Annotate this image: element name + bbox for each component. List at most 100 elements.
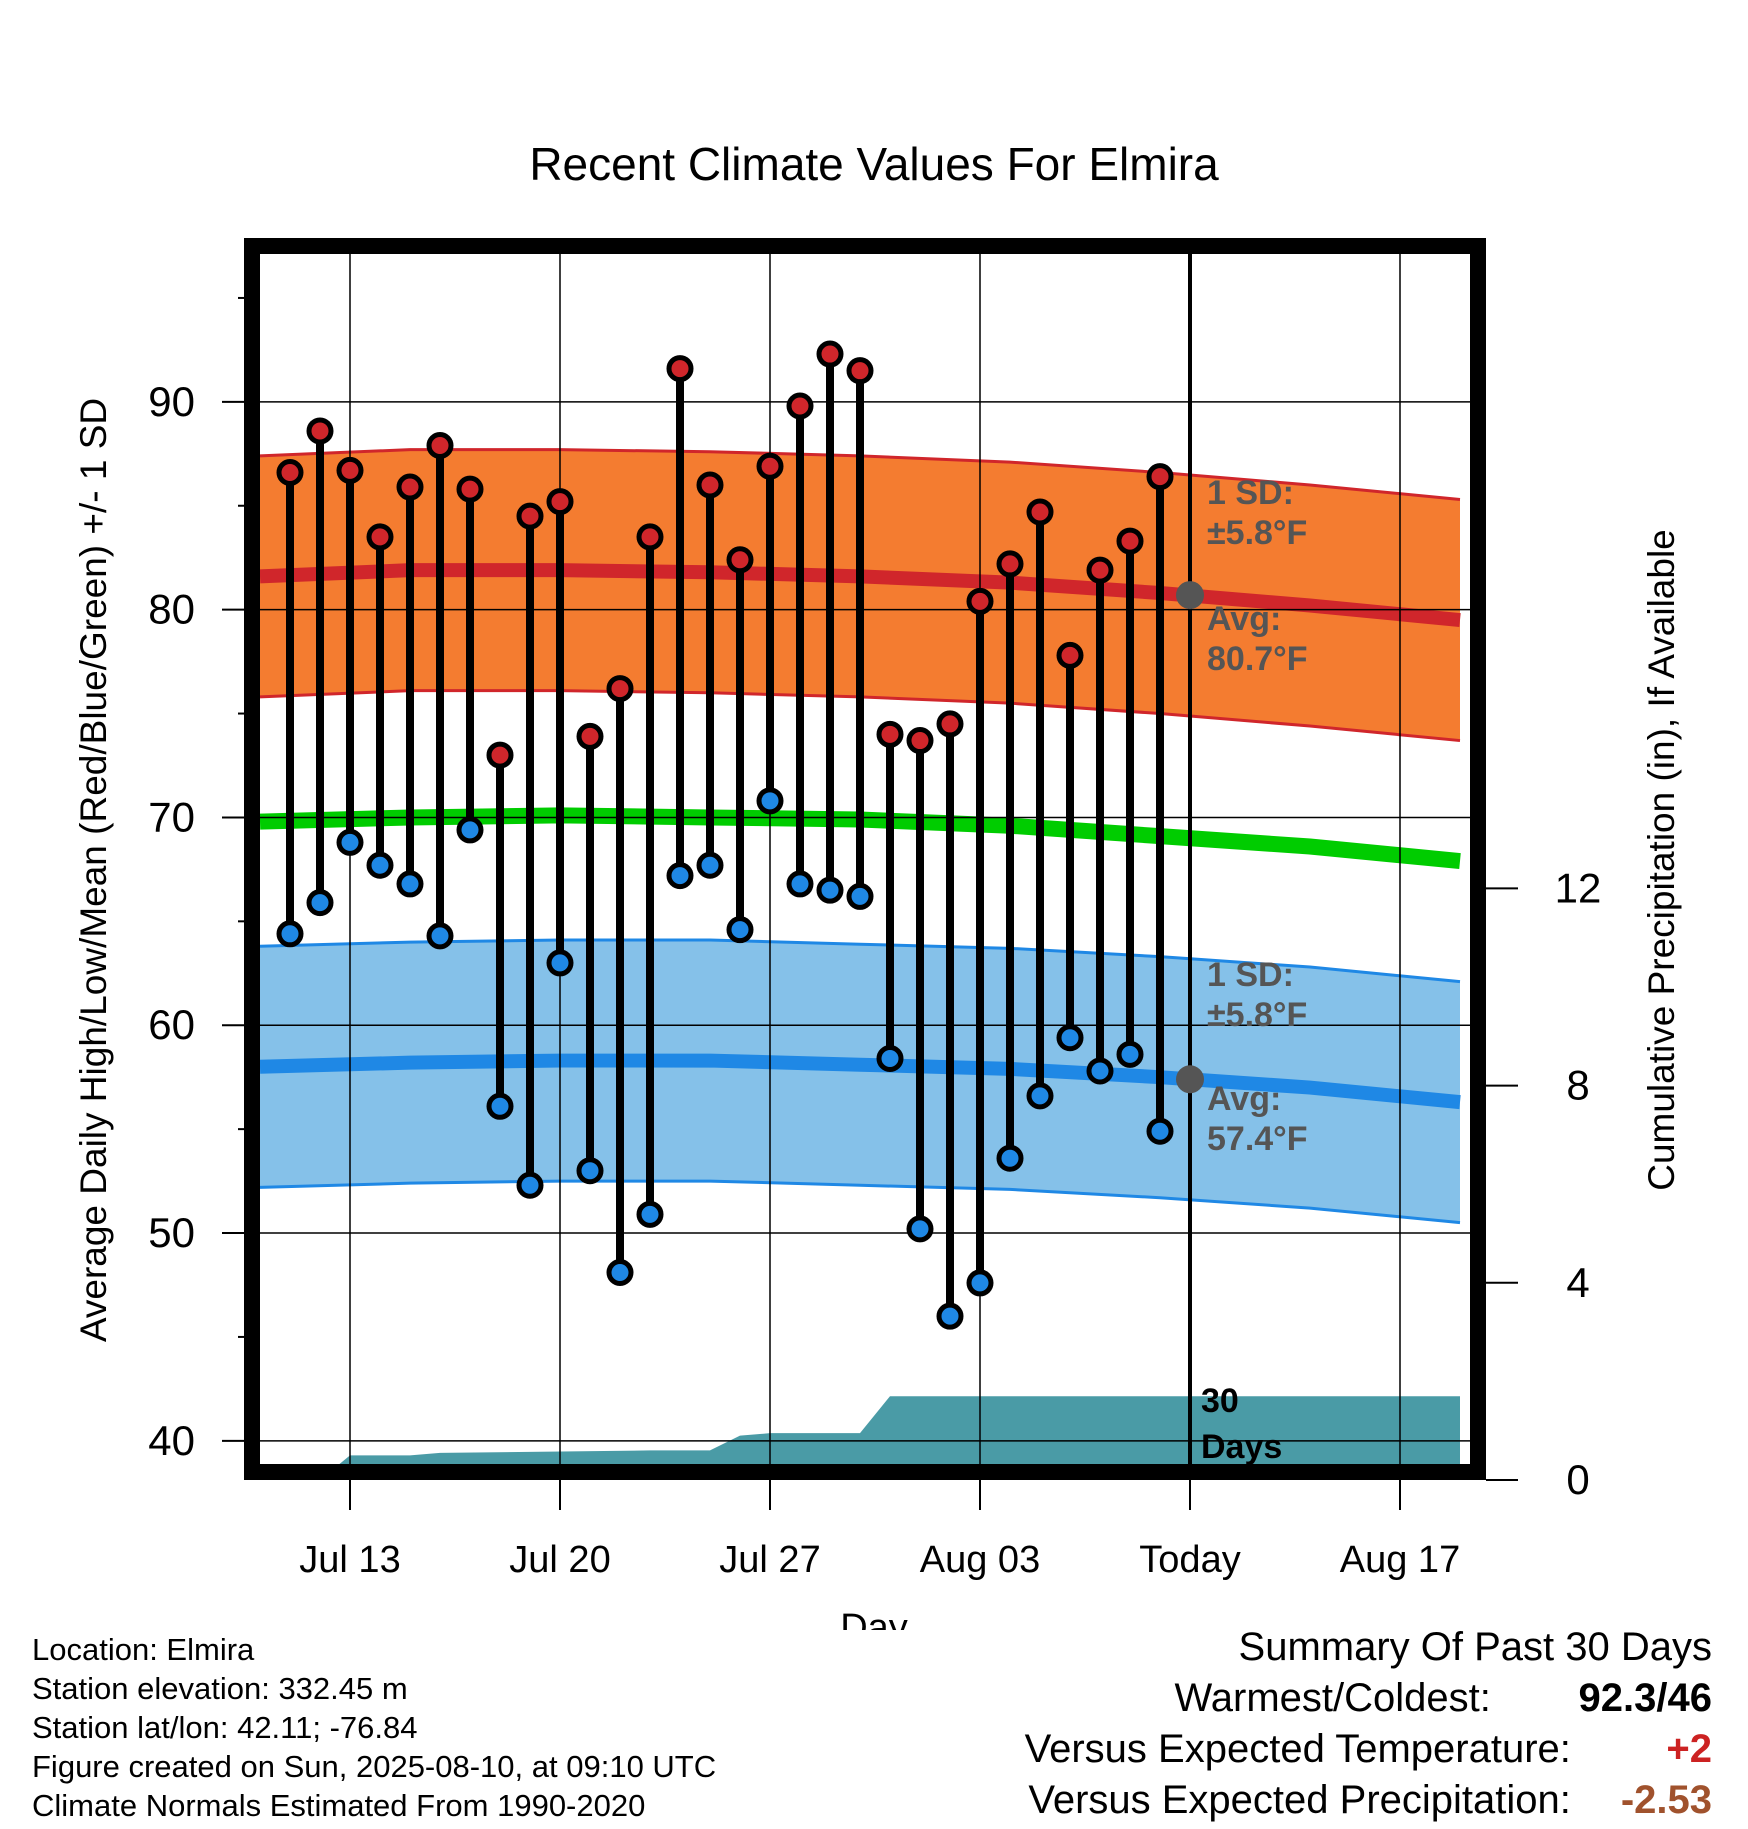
y-tick-label: 40 [148, 1417, 195, 1464]
high-point [456, 475, 484, 503]
high-point [906, 727, 934, 755]
y2-tick-label: 0 [1566, 1456, 1589, 1503]
low-point [696, 851, 724, 879]
high-point [696, 471, 724, 499]
y2-tick-label: 4 [1566, 1259, 1589, 1306]
chart-title: Recent Climate Values For Elmira [529, 138, 1219, 190]
x-tick-label: Aug 17 [1340, 1539, 1460, 1581]
elevation-label: Station elevation: 332.45 m [32, 1671, 408, 1706]
high-point [426, 431, 454, 459]
low-point [786, 870, 814, 898]
high-sd-annotation: 1 SD: ±5.8°F [1207, 474, 1307, 552]
plot-frame [244, 238, 1486, 1480]
y-axis-right: 0 4 8 12 [1486, 864, 1601, 1503]
high-point [396, 473, 424, 501]
high-point [546, 488, 574, 516]
low-point [1146, 1117, 1174, 1145]
low-sd-band-lower [259, 1179, 1461, 1225]
high-point [816, 340, 844, 368]
normal-low-line [259, 1053, 1461, 1110]
high-point [576, 722, 604, 750]
today-low-avg-marker [1176, 1065, 1204, 1094]
x-axis-label: Day [840, 1607, 908, 1630]
high-point [1026, 498, 1054, 526]
low-point [1086, 1057, 1114, 1085]
high-point [306, 417, 334, 445]
x-tick-label: Jul 20 [509, 1539, 610, 1581]
high-point [1086, 556, 1114, 584]
warmest-value: 92.3 [1578, 1676, 1657, 1720]
low-point [756, 787, 784, 815]
y-axis-label: Average Daily High/Low/Mean (Red/Blue/Gr… [73, 398, 114, 1342]
low-sd-annotation: 1 SD: ±5.8°F [1207, 956, 1307, 1034]
low-point [516, 1171, 544, 1199]
y-axis-left: 40 50 60 70 80 90 [148, 296, 244, 1464]
high-avg-annotation: Avg: 80.7°F [1207, 600, 1308, 678]
normals-label: Climate Normals Estimated From 1990-2020 [32, 1788, 646, 1823]
high-point [936, 710, 964, 738]
coldest-value: 46 [1667, 1676, 1713, 1720]
high-point [516, 502, 544, 530]
y-tick-label: 90 [148, 378, 195, 425]
chart: Recent Climate Values For Elmira 1 SD: ±5.… [73, 138, 1682, 1630]
high-point [636, 523, 664, 551]
warmest-coldest-label: Warmest/Coldest: [1174, 1676, 1491, 1720]
low-point [426, 922, 454, 950]
plot-area: 1 SD: ±5.8°F Avg: 80.7°F 1 SD: ±5.8°F Avg: 57.4… [252, 246, 1478, 1472]
y2-tick-label: 8 [1566, 1062, 1589, 1109]
high-point [276, 458, 304, 486]
high-point [366, 523, 394, 551]
gridlines [252, 246, 1478, 1472]
summary-warmest-coldest: Warmest/Coldest: 92.3/46 [1025, 1676, 1713, 1727]
y-tick-label: 60 [148, 1001, 195, 1048]
x-tick-label: Jul 13 [299, 1539, 400, 1581]
high-point [846, 357, 874, 385]
low-point [366, 851, 394, 879]
high-point [966, 587, 994, 615]
high-point [1116, 527, 1144, 555]
summary-heading: Summary Of Past 30 Days [1238, 1625, 1712, 1669]
y-tick-label: 80 [148, 586, 195, 633]
location-label: Location: Elmira [32, 1632, 255, 1667]
low-point [966, 1269, 994, 1297]
x-tick-label: Aug 03 [920, 1539, 1040, 1581]
high-point [1146, 463, 1174, 491]
x-axis: Jul 13 Jul 20 Jul 27 Aug 03 Today Aug 17 [299, 1480, 1460, 1581]
high-point [606, 675, 634, 703]
temp-vs-expected-label: Versus Expected Temperature: [1024, 1727, 1571, 1771]
high-point [726, 546, 754, 574]
summary-precipitation: Versus Expected Precipitation: -2.53 [1025, 1778, 1712, 1829]
low-point [486, 1092, 514, 1120]
high-point [666, 355, 694, 383]
low-point [726, 916, 754, 944]
low-point [936, 1302, 964, 1330]
y-tick-label: 50 [148, 1209, 195, 1256]
low-point [1116, 1040, 1144, 1068]
warmest-coldest-separator: / [1656, 1676, 1668, 1720]
low-point [666, 862, 694, 890]
high-point [876, 720, 904, 748]
y2-axis-label: Cumulative Precipitation (in), If Availa… [1641, 529, 1682, 1191]
latlon-label: Station lat/lon: 42.11; -76.84 [32, 1710, 418, 1745]
today-high-avg-marker [1176, 581, 1204, 610]
high-point [786, 392, 814, 420]
low-point [846, 882, 874, 910]
low-point [276, 920, 304, 948]
high-point [996, 550, 1024, 578]
low-point [606, 1259, 634, 1287]
warmest-coldest-value: 92.3/46 [1502, 1676, 1712, 1721]
temp-vs-expected-value: +2 [1666, 1727, 1712, 1771]
high-point [756, 452, 784, 480]
low-point [996, 1144, 1024, 1172]
low-point [1056, 1024, 1084, 1052]
low-point [456, 816, 484, 844]
low-point [306, 889, 334, 917]
precip-vs-expected-value: -2.53 [1620, 1778, 1712, 1822]
period-annotation: 30 Days [1201, 1382, 1282, 1466]
low-sd-band-upper [259, 938, 1461, 984]
y2-tick-label: 12 [1555, 864, 1602, 911]
low-point [906, 1215, 934, 1243]
summary-panel: Summary Of Past 30 Days Warmest/Coldest:… [1025, 1625, 1712, 1829]
low-point [396, 870, 424, 898]
created-label: Figure created on Sun, 2025-08-10, at 09… [32, 1749, 717, 1784]
